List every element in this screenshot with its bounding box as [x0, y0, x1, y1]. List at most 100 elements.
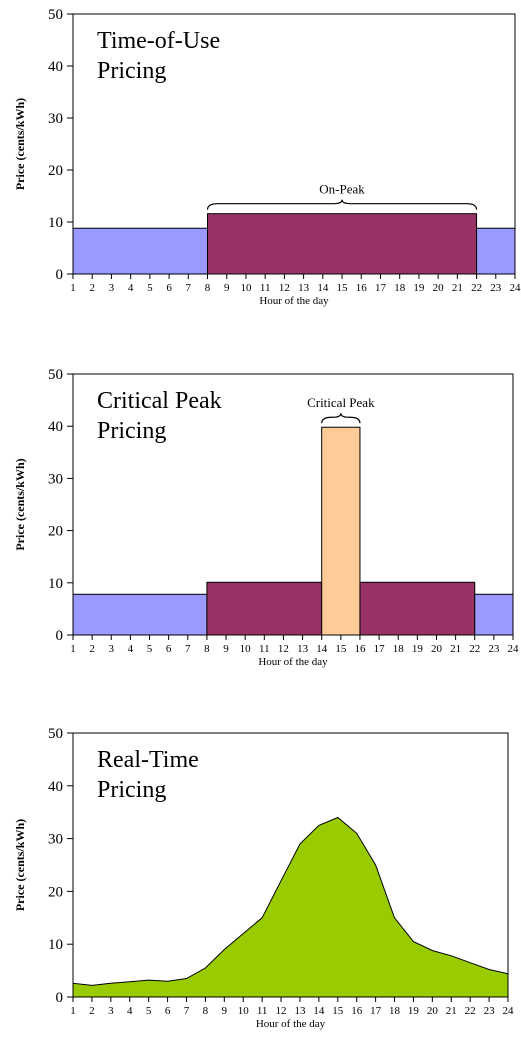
x-tick-label: 21	[452, 282, 463, 294]
x-tick-label: 20	[433, 282, 445, 294]
y-tick-label: 10	[48, 576, 63, 592]
y-tick-label: 0	[56, 267, 64, 283]
x-tick-label: 18	[393, 643, 405, 655]
x-tick-label: 1	[70, 282, 76, 294]
annotation-brace	[321, 413, 361, 424]
x-tick-label: 11	[259, 643, 270, 655]
x-tick-label: 22	[471, 282, 482, 294]
x-tick-label: 8	[205, 282, 211, 294]
x-tick-label: 3	[108, 1005, 114, 1017]
x-tick-label: 4	[128, 643, 134, 655]
x-tick-label: 23	[490, 282, 502, 294]
x-tick-label: 10	[240, 282, 252, 294]
price-bar-1-3	[476, 227, 516, 275]
x-tick-label: 6	[166, 282, 172, 294]
x-tick-label: 10	[240, 643, 252, 655]
price-bar-2-2	[206, 581, 323, 636]
y-tick-label: 30	[48, 832, 63, 848]
x-tick-label: 16	[356, 282, 368, 294]
y-tick-label: 10	[48, 937, 63, 953]
y-tick-label: 20	[48, 524, 63, 540]
x-tick-label: 1	[70, 643, 76, 655]
x-tick-label: 20	[427, 1005, 439, 1017]
x-tick-label: 11	[257, 1005, 268, 1017]
y-axis-label: Price (cents/kWh)	[13, 819, 27, 911]
x-tick-label: 16	[354, 643, 366, 655]
x-tick-label: 17	[375, 282, 387, 294]
x-tick-label: 6	[165, 1005, 171, 1017]
x-tick-label: 7	[184, 1005, 190, 1017]
x-tick-label: 19	[413, 282, 425, 294]
x-tick-label: 17	[374, 643, 386, 655]
x-tick-label: 13	[294, 1005, 306, 1017]
y-tick-label: 50	[48, 726, 63, 742]
x-axis-label: Hour of the day	[258, 656, 328, 668]
x-tick-label: 14	[313, 1005, 325, 1017]
y-axis-label: Price (cents/kWh)	[13, 458, 27, 550]
x-tick-label: 21	[446, 1005, 457, 1017]
x-tick-label: 5	[147, 282, 153, 294]
price-bar-2-5	[474, 593, 514, 636]
y-tick-label: 40	[48, 419, 63, 435]
x-tick-label: 3	[109, 643, 115, 655]
x-tick-label: 18	[389, 1005, 401, 1017]
x-tick-label: 15	[337, 282, 349, 294]
x-tick-label: 24	[503, 1005, 515, 1017]
x-tick-label: 22	[469, 643, 480, 655]
y-tick-label: 50	[48, 367, 63, 383]
x-axis-label: Hour of the day	[256, 1018, 326, 1030]
chart-title-line: Pricing	[97, 777, 166, 803]
x-tick-label: 5	[146, 1005, 152, 1017]
x-tick-label: 3	[109, 282, 115, 294]
y-tick-label: 10	[48, 215, 63, 231]
x-tick-label: 9	[222, 1005, 228, 1017]
x-tick-label: 20	[431, 643, 443, 655]
x-tick-label: 14	[317, 282, 329, 294]
x-tick-label: 2	[89, 282, 95, 294]
x-tick-label: 13	[298, 282, 310, 294]
x-tick-label: 14	[316, 643, 328, 655]
x-tick-label: 15	[332, 1005, 344, 1017]
chart-title-line: Time-of-Use	[97, 28, 220, 54]
x-tick-label: 13	[297, 643, 309, 655]
x-tick-label: 12	[278, 643, 289, 655]
x-tick-label: 2	[89, 643, 95, 655]
x-tick-label: 16	[351, 1005, 363, 1017]
x-tick-label: 7	[186, 282, 192, 294]
x-tick-label: 4	[127, 1005, 133, 1017]
x-tick-label: 18	[394, 282, 406, 294]
chart-title-line: Critical Peak	[97, 388, 222, 414]
price-bar-1-2	[207, 213, 478, 275]
x-tick-label: 21	[450, 643, 461, 655]
x-tick-label: 24	[510, 282, 521, 294]
y-tick-label: 20	[48, 163, 63, 179]
x-tick-label: 24	[508, 643, 520, 655]
chart-title-line: Pricing	[97, 58, 166, 84]
x-tick-label: 23	[488, 643, 500, 655]
y-tick-label: 30	[48, 111, 63, 127]
x-tick-label: 10	[238, 1005, 250, 1017]
y-tick-label: 40	[48, 779, 63, 795]
price-bar-2-4	[359, 581, 476, 636]
y-axis-label: Price (cents/kWh)	[13, 98, 27, 190]
x-tick-label: 6	[166, 643, 172, 655]
y-tick-label: 20	[48, 884, 63, 900]
x-tick-label: 17	[370, 1005, 382, 1017]
x-tick-label: 22	[465, 1005, 476, 1017]
x-tick-label: 4	[128, 282, 134, 294]
chart-title-line: Real-Time	[97, 747, 199, 773]
x-tick-label: 2	[89, 1005, 95, 1017]
x-tick-label: 1	[70, 1005, 76, 1017]
y-tick-label: 40	[48, 59, 63, 75]
x-tick-label: 5	[147, 643, 153, 655]
annotation-label: On-Peak	[319, 182, 365, 197]
x-tick-label: 8	[203, 1005, 209, 1017]
price-area	[72, 816, 509, 998]
x-tick-label: 11	[260, 282, 271, 294]
annotation-label: Critical Peak	[307, 395, 375, 410]
x-tick-label: 12	[276, 1005, 287, 1017]
x-axis-label: Hour of the day	[259, 295, 329, 307]
y-tick-label: 0	[56, 990, 64, 1006]
price-bar-2-3	[321, 426, 361, 636]
